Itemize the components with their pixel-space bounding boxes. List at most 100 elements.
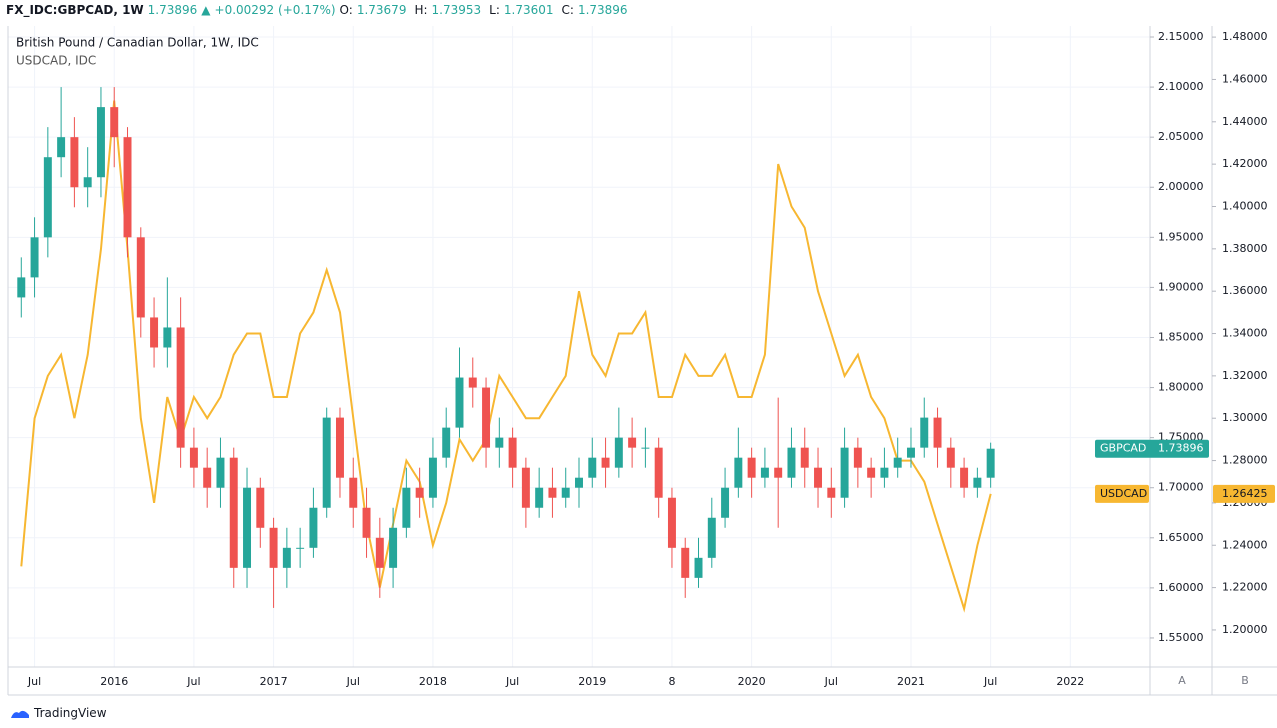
- ohlc-value: 1.73679: [356, 3, 407, 17]
- candle-body: [946, 447, 955, 468]
- y-tick-label: 1.95000: [1158, 230, 1204, 243]
- candle-body: [641, 447, 650, 449]
- y2-tick-label: 1.46000: [1222, 72, 1268, 85]
- price-tag: [1095, 439, 1209, 458]
- change-arrow: ▲: [201, 3, 211, 17]
- candle-body: [43, 157, 52, 238]
- candle-body: [256, 487, 265, 528]
- y-tick-label: 2.15000: [1158, 30, 1204, 43]
- candle-body: [588, 457, 597, 478]
- candle-body: [176, 327, 185, 448]
- ohlc-label: H:: [414, 3, 428, 17]
- candle-body: [960, 467, 969, 488]
- candle-body: [760, 467, 769, 478]
- candle-body: [853, 447, 862, 468]
- candle-body: [163, 327, 172, 348]
- y2-tick-label: 1.28000: [1222, 454, 1268, 467]
- candle-body: [694, 557, 703, 578]
- candle-body: [774, 467, 783, 478]
- line-series: [20, 100, 992, 613]
- y-tick-label: 1.65000: [1158, 531, 1204, 544]
- candle-body: [787, 447, 796, 478]
- candle-body: [309, 507, 318, 548]
- x-tick-label: 2017: [260, 675, 288, 688]
- last-price: 1.73896: [147, 3, 198, 17]
- x-tick-label: Jul: [505, 675, 519, 688]
- candle-body: [110, 107, 119, 138]
- y2-tick-label: 1.30000: [1222, 411, 1268, 424]
- y2-tick-label: 1.36000: [1222, 284, 1268, 297]
- y2-tick-label: 1.24000: [1222, 538, 1268, 551]
- y-tick-label: 2.00000: [1158, 180, 1204, 193]
- candle-body: [269, 527, 278, 568]
- candle-body: [282, 547, 291, 568]
- ohlc-value: 1.73601: [503, 3, 554, 17]
- candle-body: [601, 457, 610, 468]
- y-tick-label: 1.70000: [1158, 481, 1204, 494]
- candle-body: [83, 177, 92, 188]
- candle-body: [721, 487, 730, 518]
- candle-body: [654, 447, 663, 498]
- price-tag-name: GBPCAD: [1100, 442, 1146, 455]
- chart: British Pound / Canadian Dollar, 1W, IDC…: [7, 26, 1277, 696]
- candle-body: [548, 487, 557, 498]
- candle-body: [442, 427, 451, 458]
- ohlc-label: O:: [339, 3, 353, 17]
- candle-body: [375, 537, 384, 568]
- brand: TradingView: [10, 706, 107, 720]
- candle-body: [575, 477, 583, 488]
- axis-button[interactable]: A: [1178, 674, 1186, 687]
- y-tick-label: 2.10000: [1158, 80, 1204, 93]
- candle-body: [335, 417, 344, 478]
- header: FX_IDC:GBPCAD, 1W 1.73896 ▲ +0.00292 (+0…: [6, 3, 632, 17]
- candle-body: [415, 487, 424, 498]
- candle-body: [508, 437, 517, 468]
- price-tag: [1213, 484, 1275, 503]
- x-tick-label: Jul: [983, 675, 997, 688]
- brand-name: TradingView: [34, 706, 107, 720]
- ohlc-value: 1.73896: [577, 3, 628, 17]
- x-tick-label: Jul: [824, 675, 838, 688]
- x-tick-label: Jul: [186, 675, 200, 688]
- y2-tick-label: 1.34000: [1222, 327, 1268, 340]
- y2-tick-label: 1.40000: [1222, 199, 1268, 212]
- price-tag-name: USDCAD: [1100, 487, 1147, 500]
- candle-body: [973, 477, 982, 488]
- legend-overlay: USDCAD, IDC: [16, 54, 96, 68]
- candle-body: [362, 507, 371, 538]
- brand-logo: [11, 710, 29, 718]
- candle-body: [57, 137, 66, 158]
- y2-tick-label: 1.22000: [1222, 581, 1268, 594]
- price-tag-value: 1.73896: [1158, 442, 1204, 455]
- candle-body: [136, 237, 145, 318]
- candle-body: [402, 487, 411, 528]
- candle-body: [123, 137, 132, 238]
- candle-body: [150, 317, 159, 348]
- candle-body: [70, 137, 79, 188]
- candle-body: [243, 487, 252, 568]
- ohlc-value: 1.73953: [431, 3, 482, 17]
- candle-body: [17, 277, 26, 298]
- candle-body: [229, 457, 238, 568]
- symbol: FX_IDC:GBPCAD, 1W: [6, 3, 144, 17]
- candle-body: [296, 547, 305, 549]
- axis-button[interactable]: B: [1241, 674, 1249, 687]
- x-tick-label: 8: [668, 675, 675, 688]
- x-tick-label: 2020: [738, 675, 766, 688]
- candle-body: [747, 457, 756, 478]
- ohlc-label: C:: [561, 3, 574, 17]
- ohlc: O: 1.73679 H: 1.73953 L: 1.73601 C: 1.73896: [340, 3, 632, 17]
- y2-tick-label: 1.42000: [1222, 157, 1268, 170]
- candle-body: [30, 237, 39, 278]
- candle-body: [681, 547, 690, 578]
- candle-body: [535, 487, 544, 508]
- candle-body: [495, 437, 504, 448]
- price-tag: [1095, 484, 1149, 503]
- candle-body: [800, 447, 809, 468]
- ohlc-label: L:: [489, 3, 500, 17]
- candle-body: [203, 467, 212, 488]
- candle-body: [840, 447, 849, 498]
- y-tick-label: 1.60000: [1158, 581, 1204, 594]
- candle-body: [468, 377, 477, 388]
